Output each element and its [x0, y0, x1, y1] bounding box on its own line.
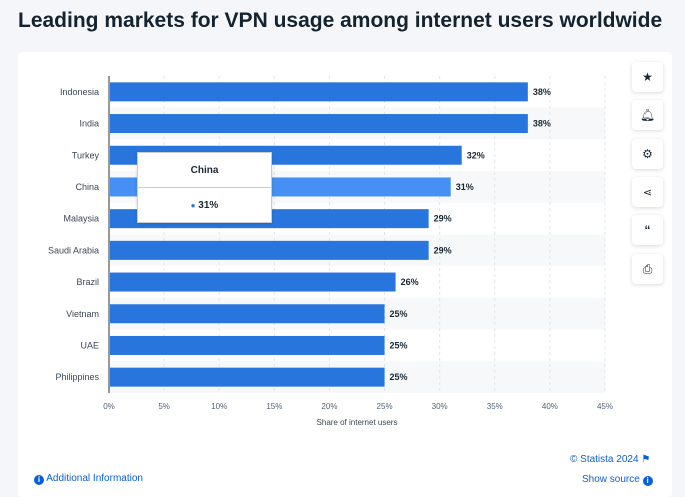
tooltip: China ● 31%: [137, 152, 272, 223]
x-axis-title: Share of internet users: [317, 418, 398, 427]
bar: [110, 114, 528, 134]
notification-button[interactable]: 🔔︎: [632, 100, 663, 130]
share-icon: ⋖: [642, 186, 653, 199]
bar: [110, 367, 385, 387]
data-label: 29%: [434, 245, 452, 255]
y-category-label: India: [79, 119, 99, 129]
y-category-label: Turkey: [72, 150, 100, 160]
copyright-text: © Statista 2024: [570, 454, 639, 465]
tooltip-title: China: [138, 153, 271, 188]
print-icon: ⎙: [642, 261, 653, 276]
x-tick-label: 20%: [321, 402, 337, 411]
x-tick-label: 5%: [158, 402, 170, 411]
bar: [110, 82, 528, 102]
data-label: 32%: [467, 150, 485, 160]
x-tick-label: 40%: [542, 402, 558, 411]
data-label: 25%: [390, 309, 408, 319]
y-category-label: UAE: [80, 340, 99, 350]
star-icon: ★: [642, 70, 653, 84]
settings-button[interactable]: ⚙: [632, 139, 663, 169]
additional-information-link[interactable]: i Additional Information: [34, 473, 143, 485]
bar: [110, 335, 385, 355]
statista-copyright-link[interactable]: © Statista 2024 ⚑: [570, 454, 650, 465]
additional-text: Additional Information: [46, 473, 143, 484]
data-label: 29%: [434, 214, 452, 224]
x-tick-label: 15%: [266, 402, 282, 411]
flag-icon: ⚑: [641, 454, 651, 465]
info-icon: i: [34, 475, 44, 485]
favorite-button[interactable]: ★: [632, 62, 663, 92]
page-title: Leading markets for VPN usage among inte…: [18, 9, 663, 32]
x-tick-label: 25%: [377, 402, 393, 411]
data-label: 25%: [390, 372, 408, 382]
x-tick-label: 0%: [103, 402, 115, 411]
y-category-label: Malaysia: [63, 214, 99, 224]
y-category-label: Indonesia: [60, 87, 99, 97]
quote-icon: “: [644, 223, 651, 237]
info-icon: i: [642, 476, 653, 486]
bar: [110, 304, 385, 324]
tooltip-value: 31%: [198, 200, 219, 211]
gear-icon: ⚙: [642, 147, 653, 161]
y-category-label: Philippines: [55, 372, 99, 382]
data-label: 31%: [456, 182, 474, 192]
share-button[interactable]: ⋖: [632, 177, 663, 207]
show-source-link[interactable]: Show source i: [582, 474, 653, 486]
data-label: 26%: [401, 277, 419, 287]
x-tick-label: 10%: [211, 402, 227, 411]
y-category-label: Saudi Arabia: [48, 245, 99, 255]
y-category-label: Vietnam: [66, 309, 99, 319]
x-tick-label: 45%: [597, 402, 613, 411]
bar: [110, 272, 396, 292]
source-text: Show source: [582, 474, 640, 485]
data-label: 38%: [533, 119, 551, 129]
x-tick-label: 30%: [432, 402, 448, 411]
y-category-label: Brazil: [76, 277, 99, 287]
bar: [110, 240, 429, 260]
bell-icon: 🔔︎: [639, 108, 656, 122]
print-button[interactable]: ⎙: [632, 254, 663, 284]
y-category-label: China: [75, 182, 99, 192]
x-tick-label: 35%: [487, 402, 503, 411]
series-dot-icon: ●: [190, 201, 196, 210]
cite-button[interactable]: “: [632, 215, 663, 245]
data-label: 38%: [533, 87, 551, 97]
data-label: 25%: [390, 340, 408, 350]
